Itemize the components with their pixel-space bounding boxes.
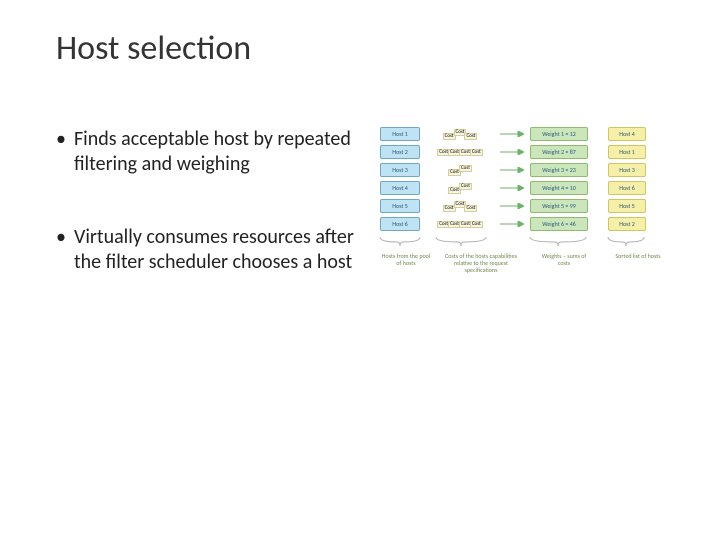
arrow-icon bbox=[500, 185, 524, 191]
brace-icon bbox=[528, 237, 588, 249]
cost-row: CostCostCostCost bbox=[436, 217, 484, 231]
cost-token: Cost bbox=[459, 165, 472, 172]
sorted-host-box: Host 2 bbox=[608, 217, 646, 231]
weight-box: Weight 6 = 46 bbox=[530, 217, 588, 231]
cost-row: CostCost bbox=[436, 163, 484, 177]
slide: Host selection • Finds acceptable host b… bbox=[0, 0, 720, 540]
bullet-dot-icon: • bbox=[56, 127, 66, 152]
brace-icon bbox=[434, 237, 488, 249]
arrow-icon bbox=[500, 167, 524, 173]
host-box: Host 6 bbox=[380, 217, 420, 231]
sorted-host-box: Host 1 bbox=[608, 145, 646, 159]
weight-box: Weight 3 = 23 bbox=[530, 163, 588, 177]
cost-row: CostCostCost bbox=[436, 199, 484, 213]
sorted-host-box: Host 6 bbox=[608, 181, 646, 195]
bullet-item: • Virtually consumes resources after the… bbox=[56, 225, 366, 275]
diagram-caption: Costs of the hosts capabilities relative… bbox=[444, 253, 518, 275]
bullet-text: Virtually consumes resources after the f… bbox=[74, 225, 366, 275]
arrows-column bbox=[500, 131, 524, 227]
bullet-dot-icon: • bbox=[56, 225, 66, 250]
host-box: Host 3 bbox=[380, 163, 420, 177]
costs-column: CostCostCostCostCostCostCostCostCostCost… bbox=[436, 127, 484, 231]
hosts-column: Host 1 Host 2 Host 3 Host 4 Host 5 Host 6 bbox=[380, 127, 420, 231]
cost-token: Cost bbox=[464, 133, 477, 140]
bullet-list: • Finds acceptable host by repeated filt… bbox=[56, 127, 366, 337]
arrow-icon bbox=[500, 149, 524, 155]
cost-token: Cost bbox=[470, 149, 483, 156]
diagram-caption: Weights – sums of costs bbox=[538, 253, 590, 267]
sorted-host-box: Host 3 bbox=[608, 163, 646, 177]
cost-row: CostCostCostCost bbox=[436, 145, 484, 159]
cost-row: CostCostCost bbox=[436, 127, 484, 141]
host-box: Host 1 bbox=[380, 127, 420, 141]
sorted-hosts-column: Host 4 Host 1 Host 3 Host 6 Host 5 Host 2 bbox=[608, 127, 646, 231]
arrow-icon bbox=[500, 203, 524, 209]
cost-row: CostCost bbox=[436, 181, 484, 195]
arrow-icon bbox=[500, 131, 524, 137]
bullet-text: Finds acceptable host by repeated filter… bbox=[74, 127, 366, 177]
cost-token: Cost bbox=[459, 183, 472, 190]
sorted-host-box: Host 4 bbox=[608, 127, 646, 141]
host-box: Host 2 bbox=[380, 145, 420, 159]
host-box: Host 4 bbox=[380, 181, 420, 195]
host-box: Host 5 bbox=[380, 199, 420, 213]
weight-box: Weight 5 = 99 bbox=[530, 199, 588, 213]
content-row: • Finds acceptable host by repeated filt… bbox=[56, 127, 680, 337]
weight-box: Weight 4 = 10 bbox=[530, 181, 588, 195]
diagram-caption: Sorted list of hosts bbox=[612, 253, 664, 260]
cost-token: Cost bbox=[464, 205, 477, 212]
weights-column: Weight 1 = 12 Weight 2 = 87 Weight 3 = 23 W… bbox=[530, 127, 588, 231]
cost-token: Cost bbox=[470, 221, 483, 228]
host-selection-diagram: Host 1 Host 2 Host 3 Host 4 Host 5 Host 6 Cost… bbox=[380, 127, 680, 337]
diagram-caption: Hosts from the pool of hosts bbox=[380, 253, 432, 267]
weight-box: Weight 1 = 12 bbox=[530, 127, 588, 141]
arrow-icon bbox=[500, 221, 524, 227]
bullet-item: • Finds acceptable host by repeated filt… bbox=[56, 127, 366, 177]
sorted-host-box: Host 5 bbox=[608, 199, 646, 213]
weight-box: Weight 2 = 87 bbox=[530, 145, 588, 159]
brace-icon bbox=[378, 237, 422, 249]
slide-title: Host selection bbox=[56, 28, 680, 69]
brace-icon bbox=[606, 237, 646, 249]
